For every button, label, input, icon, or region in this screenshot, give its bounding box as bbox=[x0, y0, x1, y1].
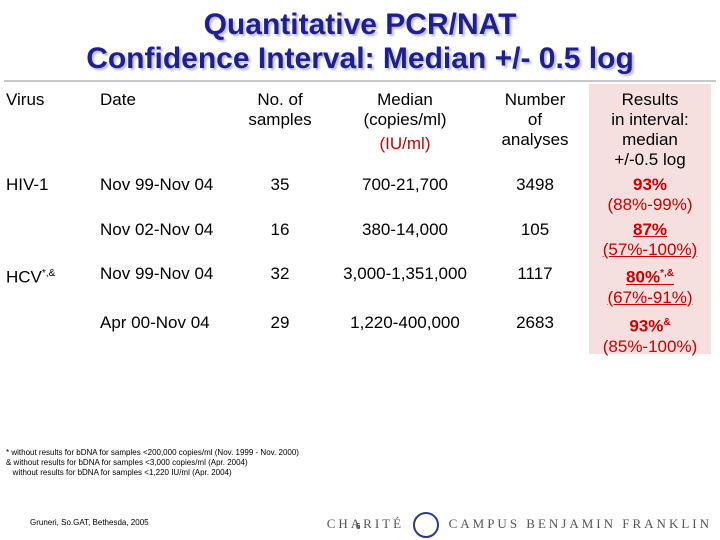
header-results-line4: +/-0.5 log bbox=[614, 150, 686, 169]
row2-date: Nov 02-Nov 04 bbox=[100, 220, 214, 239]
logo-text-left: CHARITÉ bbox=[326, 515, 405, 531]
row3-result: 80%*,& (67%-91%) bbox=[589, 264, 711, 308]
row3-result-sup: *,& bbox=[660, 268, 674, 279]
row2-median: 380-14,000 bbox=[361, 220, 449, 239]
footnote-2: & without results for bDNA for samples <… bbox=[6, 458, 248, 467]
row4-result-range: (85%-100%) bbox=[602, 336, 698, 356]
row3-median: 3,000-1,351,000 bbox=[343, 264, 467, 283]
row1-virus: HIV-1 bbox=[6, 175, 49, 194]
header-median-line2: (copies/ml) bbox=[363, 110, 447, 129]
row3-virus-sup: *,& bbox=[41, 268, 56, 279]
row4-result-main-wrap: 93%& bbox=[589, 313, 711, 337]
header-date: Date bbox=[100, 90, 136, 109]
row1-median: 700-21,700 bbox=[361, 175, 449, 194]
title-divider bbox=[4, 80, 716, 82]
row3-virus: HCV*,& bbox=[6, 264, 55, 288]
slide-title-line2: Confidence Interval: Median +/- 0.5 log bbox=[86, 42, 634, 75]
row1-result: 93% (88%-99%) bbox=[589, 175, 711, 215]
row3-result-main-wrap: 80%*,& bbox=[589, 264, 711, 288]
logo-ring-icon bbox=[413, 512, 440, 538]
row3-date: Nov 99-Nov 04 bbox=[100, 264, 214, 283]
header-analyses-line3: analyses bbox=[501, 130, 569, 149]
row1-result-range: (88%-99%) bbox=[607, 195, 693, 214]
row4-analyses: 2683 bbox=[516, 313, 554, 332]
row1-analyses: 3498 bbox=[516, 175, 554, 194]
row1-date: Nov 99-Nov 04 bbox=[100, 175, 214, 194]
header-results-line1: Results bbox=[621, 90, 679, 109]
row4-result: 93%& (85%-100%) bbox=[589, 313, 711, 357]
slide-title-line1: Quantitative PCR/NAT bbox=[203, 8, 517, 41]
row4-date: Apr 00-Nov 04 bbox=[100, 313, 210, 332]
source-citation: Gruneri, So.GAT, Bethesda, 2005 bbox=[30, 518, 149, 527]
header-virus: Virus bbox=[6, 90, 45, 109]
header-analyses-line2: of bbox=[527, 110, 543, 129]
header-results-line2: in interval: bbox=[611, 110, 689, 129]
row2-result-main: 87% bbox=[632, 220, 668, 239]
row4-result-main: 93% bbox=[629, 316, 664, 336]
row3-result-main: 80% bbox=[626, 267, 661, 287]
row4-samples: 29 bbox=[270, 313, 290, 332]
row4-median: 1,220-400,000 bbox=[350, 313, 460, 332]
footnote-1: * without results for bDNA for samples <… bbox=[6, 448, 299, 457]
header-samples-line2: samples bbox=[248, 110, 312, 129]
row3-result-range: (67%-91%) bbox=[607, 287, 693, 307]
header-results: Results in interval: median +/-0.5 log bbox=[589, 90, 711, 170]
row1-samples: 35 bbox=[270, 175, 290, 194]
charite-logo: CHARITÉ CAMPUS BENJAMIN FRANKLIN bbox=[327, 512, 712, 538]
row2-samples: 16 bbox=[270, 220, 290, 239]
page-number: 6 bbox=[356, 522, 361, 531]
row1-result-main: 93% bbox=[632, 175, 668, 194]
row2-result: 87% (57%-100%) bbox=[589, 220, 711, 260]
results-column-shading bbox=[589, 84, 711, 354]
header-median-line1: Median bbox=[377, 90, 433, 109]
footnote-3: without results for bDNA for samples <1,… bbox=[6, 468, 232, 477]
logo-text-right: CAMPUS BENJAMIN FRANKLIN bbox=[448, 515, 712, 531]
row4-result-sup: & bbox=[663, 317, 671, 328]
header-samples: No. of samples bbox=[225, 90, 335, 130]
header-results-line3: median bbox=[622, 130, 678, 149]
header-median-line3: (IU/ml) bbox=[379, 134, 431, 153]
header-analyses: Number of analyses bbox=[485, 90, 585, 150]
row2-analyses: 105 bbox=[520, 220, 550, 239]
row3-samples: 32 bbox=[270, 264, 290, 283]
row3-analyses: 1117 bbox=[517, 264, 553, 283]
row2-result-range: (57%-100%) bbox=[602, 240, 698, 259]
row3-virus-name: HCV bbox=[6, 267, 42, 287]
header-samples-line1: No. of bbox=[257, 90, 303, 109]
header-analyses-line1: Number bbox=[504, 90, 566, 109]
header-median: Median (copies/ml) (IU/ml) bbox=[330, 90, 480, 154]
